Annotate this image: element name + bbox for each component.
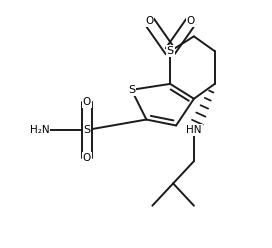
Text: O: O xyxy=(145,17,153,27)
Text: S: S xyxy=(128,85,135,95)
Text: S: S xyxy=(167,46,174,56)
Text: O: O xyxy=(83,97,91,107)
Text: S: S xyxy=(84,125,91,135)
Text: O: O xyxy=(187,17,195,27)
Text: O: O xyxy=(83,153,91,163)
Text: H₂N: H₂N xyxy=(30,125,49,135)
Text: HN: HN xyxy=(186,125,202,135)
